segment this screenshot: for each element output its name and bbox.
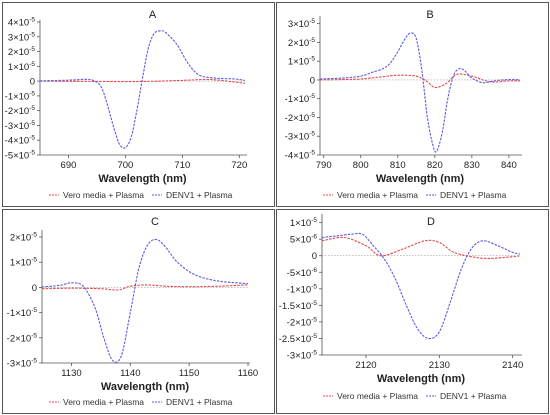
x-tick-label: 840 [501,160,517,171]
y-tick-label: -4×10-5 [5,135,36,147]
y-tick-label: 4×10-5 [8,17,36,29]
x-tick-label: 710 [174,160,190,171]
series-line-denv1-plasma [41,238,249,363]
y-tick-label: -3×10-5 [287,350,318,362]
y-tick-label: 1×10-5 [8,61,36,73]
x-tick-label: 2130 [429,360,450,371]
x-tick-label: 1130 [61,368,81,379]
x-axis-label: Wavelength (nm) [98,173,187,185]
y-tick-label: 2×10-5 [8,46,36,58]
y-tick-label: -2×10-5 [7,332,38,344]
y-tick-label: -4×10-5 [285,150,316,162]
legend-label: Vero media + Plasma [63,397,144,407]
legend-label: DENV1 + Plasma [440,190,507,200]
y-tick-label: 0 [312,251,317,262]
y-tick-label: -1.5×10-5 [279,300,318,312]
x-tick-label: 690 [61,160,77,171]
y-tick-label: 0 [310,75,315,86]
y-tick-label: -5×10-6 [287,267,318,279]
y-tick-label: -1×10-5 [7,307,38,319]
y-tick-label: -1×10-5 [5,90,36,102]
x-tick-label: 720 [231,160,247,171]
x-tick-label: 830 [464,160,480,171]
y-tick-label: 1×10-5 [288,56,316,68]
y-tick-label: 0 [30,77,35,88]
series-line-denv1-plasma [39,30,246,149]
legend-label: DENV1 + Plasma [440,391,507,401]
panel-title: C [151,216,159,228]
x-axis-label: Wavelength (nm) [101,381,190,393]
panel-d: D 1×10-5 5×10-6 0 -5×10-6 -1×10-5 -1.5×10-5 -2×… [276,209,549,414]
x-axis-label: Wavelength (nm) [376,173,465,185]
y-tick-label: -2×10-5 [285,112,316,124]
panel-frame [2,2,275,207]
panel-title: B [426,9,433,21]
panel-b: B 3×10-5 2×10-5 1×10-5 0 -1×10-5 -2×10-5 -3×10-… [276,2,549,207]
y-tick-label: -2×10-5 [5,105,36,117]
y-tick-label: 3×10-5 [288,18,316,30]
y-tick-label: -1×10-5 [285,93,316,105]
y-tick-label: -3×10-5 [5,120,36,132]
series-line-vero-media-plasma [41,284,249,291]
x-tick-label: 2120 [355,360,376,371]
y-tick-label: 0 [32,283,37,294]
legend-label: Vero media + Plasma [337,190,418,200]
y-tick-label: -3×10-5 [7,358,38,370]
x-tick-label: 1140 [120,368,140,379]
legend-label: Vero media + Plasma [63,190,144,200]
y-tick-label: -1×10-5 [287,283,318,295]
y-tick-label: 1×10-5 [290,217,318,229]
x-axis-label: Wavelength (nm) [377,373,466,385]
panel-c: C 2×10-5 1×10-5 0 -1×10-5 -2×10-5 -3×10-5 1130 1… [2,209,275,414]
x-tick-label: 800 [353,160,369,171]
panel-frame [2,209,275,414]
x-tick-label: 820 [427,160,443,171]
panel-title: D [427,216,435,228]
panel-a: A 4×10-5 3×10-5 2×10-5 1×10-5 0 -1×10-5 -2×10-5… [2,2,275,207]
legend-label: DENV1 + Plasma [166,190,233,200]
legend-label: DENV1 + Plasma [166,397,233,407]
x-tick-label: 1160 [238,368,258,379]
series-line-vero-media-plasma [39,78,246,84]
x-tick-label: 700 [117,160,133,171]
y-tick-label: 2×10-5 [10,232,38,244]
x-tick-label: 790 [316,160,332,171]
legend-label: Vero media + Plasma [337,391,418,401]
x-tick-label: 1150 [179,368,199,379]
x-tick-label: 810 [390,160,406,171]
y-tick-label: -2.5×10-5 [279,333,318,345]
panel-frame [276,2,549,207]
y-tick-label: -5×10-5 [5,150,36,162]
y-tick-label: 2×10-5 [288,37,316,49]
y-tick-label: -3×10-5 [285,131,316,143]
y-tick-label: 3×10-5 [8,31,36,43]
series-line-vero-media-plasma [321,236,521,259]
y-tick-label: 1×10-5 [10,257,38,269]
y-tick-label: -2×10-5 [287,316,318,328]
series-line-denv1-plasma [321,232,521,340]
x-tick-label: 2140 [502,360,523,371]
panel-title: A [149,9,157,21]
y-tick-label: 5×10-6 [290,234,318,246]
series-line-denv1-plasma [319,32,521,153]
